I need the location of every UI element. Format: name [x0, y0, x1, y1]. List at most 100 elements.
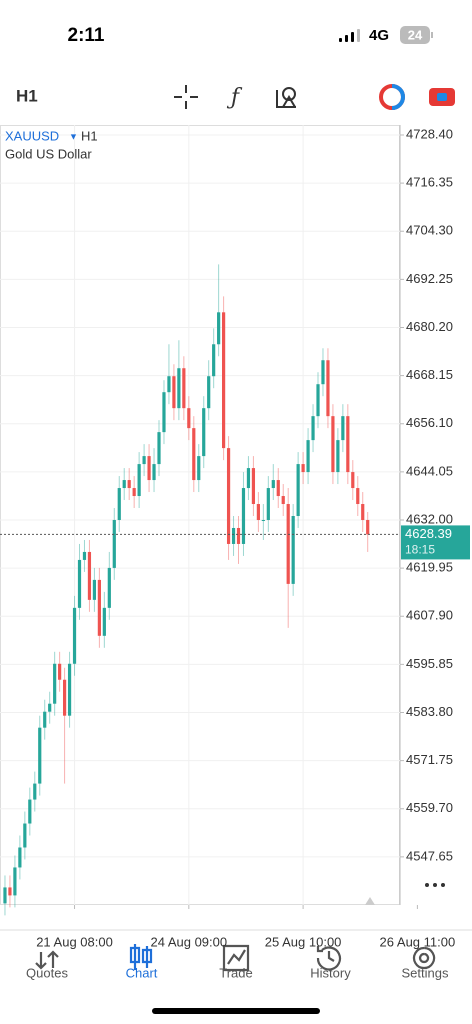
tab-bar: Quotes Chart Trade History Settings: [26, 944, 449, 980]
tab-icon[interactable]: [222, 944, 250, 972]
indicators-icon[interactable]: ƒ: [226, 85, 243, 110]
battery: [400, 26, 430, 44]
candle-body: [286, 504, 290, 584]
tab-icon[interactable]: [316, 946, 342, 971]
candle-body: [162, 392, 166, 433]
y-tick-label: 4716.35: [406, 175, 453, 190]
y-tick-label: 4728.40: [406, 126, 453, 141]
tab-label[interactable]: Trade: [219, 965, 252, 980]
y-tick-label: 4632.00: [406, 511, 453, 526]
candle-body: [77, 559, 82, 608]
candle-body: [38, 727, 42, 784]
candle-body: [202, 408, 206, 457]
candle-body: [107, 567, 111, 608]
candle-body: [177, 368, 181, 409]
chart-frame: [0, 125, 400, 905]
candle-body: [266, 488, 270, 520]
candle-body: [3, 887, 7, 904]
candle-body: [43, 711, 47, 728]
more-button[interactable]: [425, 883, 445, 887]
tab-label[interactable]: Settings: [402, 965, 449, 980]
candle-body: [13, 867, 17, 896]
candle-body: [137, 464, 141, 497]
candle-body: [72, 607, 77, 664]
y-tick-label: 4571.75: [406, 752, 453, 767]
candle-body: [336, 440, 340, 473]
candle-body: [142, 456, 146, 465]
network-type: 4G: [369, 27, 389, 44]
tab-icon[interactable]: [35, 950, 59, 970]
candle-body: [226, 448, 231, 544]
plot: [0, 125, 418, 916]
tab-icon[interactable]: [129, 944, 153, 970]
y-tick-label: 4559.70: [406, 800, 453, 815]
candle-body: [271, 480, 275, 489]
crosshair-icon[interactable]: [174, 85, 198, 109]
candle-body: [207, 376, 211, 409]
current-price-box: [401, 525, 470, 560]
candle-body: [356, 488, 360, 505]
trade-toggle-icon[interactable]: [379, 84, 405, 110]
y-tick-label: 4583.80: [406, 704, 453, 719]
candle-body: [18, 847, 22, 868]
candle-body: [182, 368, 186, 409]
x-tick-label: 26 Aug 11:00: [380, 934, 456, 949]
candle-body: [87, 551, 92, 600]
candle-body: [33, 783, 37, 800]
candle-body: [62, 679, 67, 716]
candle-body: [366, 519, 370, 535]
objects-icon[interactable]: [276, 87, 296, 108]
y-tick-label: 4668.15: [406, 367, 453, 382]
tab-label[interactable]: History: [310, 965, 351, 980]
candle-body: [97, 579, 101, 636]
chart-subtitle: Gold US Dollar: [5, 146, 92, 161]
tab-label[interactable]: Chart: [126, 965, 158, 980]
y-tick-label: 4692.25: [406, 271, 453, 286]
candle-body: [58, 663, 62, 680]
candle-body: [53, 663, 57, 704]
candle-body: [246, 468, 251, 489]
y-tick-label: 4680.20: [406, 319, 453, 334]
candle-body: [67, 663, 72, 716]
candle-body: [281, 496, 285, 505]
candle-body: [236, 527, 241, 544]
y-tick-label: 4619.95: [406, 560, 453, 575]
candle-body: [212, 344, 216, 377]
symbol-dropdown[interactable]: ▼: [69, 131, 78, 141]
tab-label[interactable]: Quotes: [26, 965, 68, 980]
countdown-label: 18:15: [405, 543, 435, 557]
x-tick-label: 24 Aug 09:00: [150, 934, 227, 949]
candle-body: [28, 799, 32, 824]
tab-icon[interactable]: [412, 946, 436, 970]
candle-body: [296, 464, 300, 516]
candle-body: [157, 432, 161, 465]
candle-body: [306, 440, 310, 473]
one-click-icon[interactable]: [429, 88, 455, 106]
candle-body: [222, 312, 226, 449]
candle-body: [341, 416, 345, 441]
symbol[interactable]: XAUUSD: [5, 128, 59, 143]
signal-icon: [339, 29, 360, 42]
candle-body: [127, 480, 131, 489]
candle-body: [187, 408, 191, 429]
candle-body: [326, 360, 330, 417]
candle-body: [256, 504, 260, 520]
chart-timeframe: H1: [81, 128, 98, 143]
candle-body: [167, 376, 171, 393]
candle-body: [311, 416, 315, 441]
candle-body: [361, 504, 365, 520]
y-tick-label: 4644.05: [406, 463, 453, 478]
candle-body: [82, 551, 87, 560]
candle-body: [117, 488, 121, 520]
candle-body: [241, 488, 246, 544]
candle-body: [147, 456, 151, 481]
x-tick-label: 21 Aug 08:00: [36, 934, 113, 949]
timeframe-button[interactable]: H1: [16, 86, 38, 105]
home-indicator: [152, 1008, 320, 1014]
candle-body: [152, 464, 156, 481]
candle-body: [172, 376, 176, 409]
candle-body: [316, 384, 320, 417]
candle-body: [8, 887, 12, 896]
